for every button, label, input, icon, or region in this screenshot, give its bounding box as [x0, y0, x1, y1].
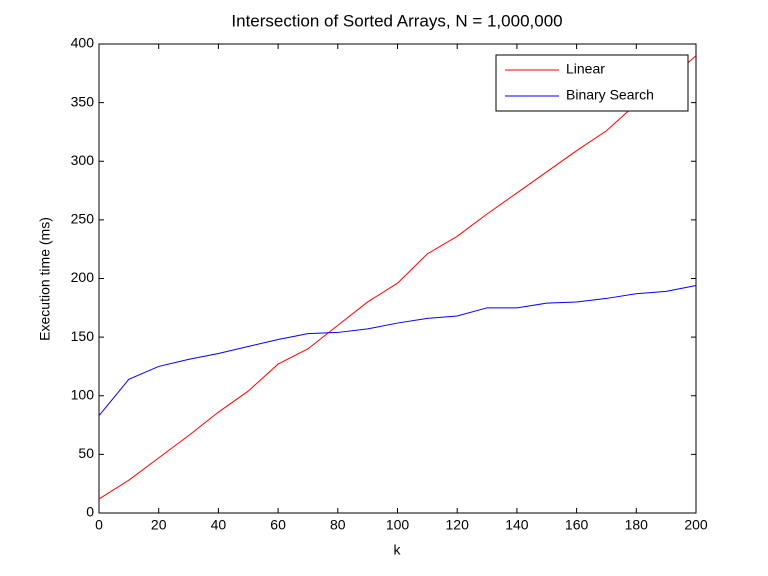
- x-tick-label: 0: [95, 517, 103, 533]
- x-tick-label: 60: [270, 517, 286, 533]
- y-axis-label: Execution time (ms): [37, 217, 53, 341]
- x-tick-label: 180: [625, 517, 649, 533]
- x-tick-label: 120: [446, 517, 470, 533]
- legend-box: [495, 54, 689, 112]
- x-tick-label: 200: [684, 517, 708, 533]
- y-tick-label: 50: [78, 445, 94, 461]
- y-tick-label: 100: [71, 386, 95, 402]
- plot-area: [98, 43, 697, 514]
- series-line: [98, 285, 697, 416]
- x-tick-label: 20: [151, 517, 167, 533]
- y-tick-label: 0: [86, 504, 94, 520]
- series-line: [98, 55, 697, 500]
- y-tick-label: 300: [71, 152, 95, 168]
- legend-label: Linear: [566, 61, 605, 77]
- y-tick-label: 400: [71, 35, 95, 51]
- y-tick-label: 200: [71, 269, 95, 285]
- chart-title: Intersection of Sorted Arrays, N = 1,000…: [231, 11, 562, 30]
- x-tick-label: 100: [386, 517, 410, 533]
- x-tick-label: 80: [330, 517, 346, 533]
- y-tick-label: 350: [71, 93, 95, 109]
- legend-label: Binary Search: [566, 87, 654, 103]
- x-axis-label: k: [394, 542, 402, 558]
- y-tick-label: 250: [71, 211, 95, 227]
- y-tick-label: 150: [71, 328, 95, 344]
- x-tick-label: 140: [505, 517, 529, 533]
- x-tick-label: 40: [211, 517, 227, 533]
- x-tick-label: 160: [565, 517, 589, 533]
